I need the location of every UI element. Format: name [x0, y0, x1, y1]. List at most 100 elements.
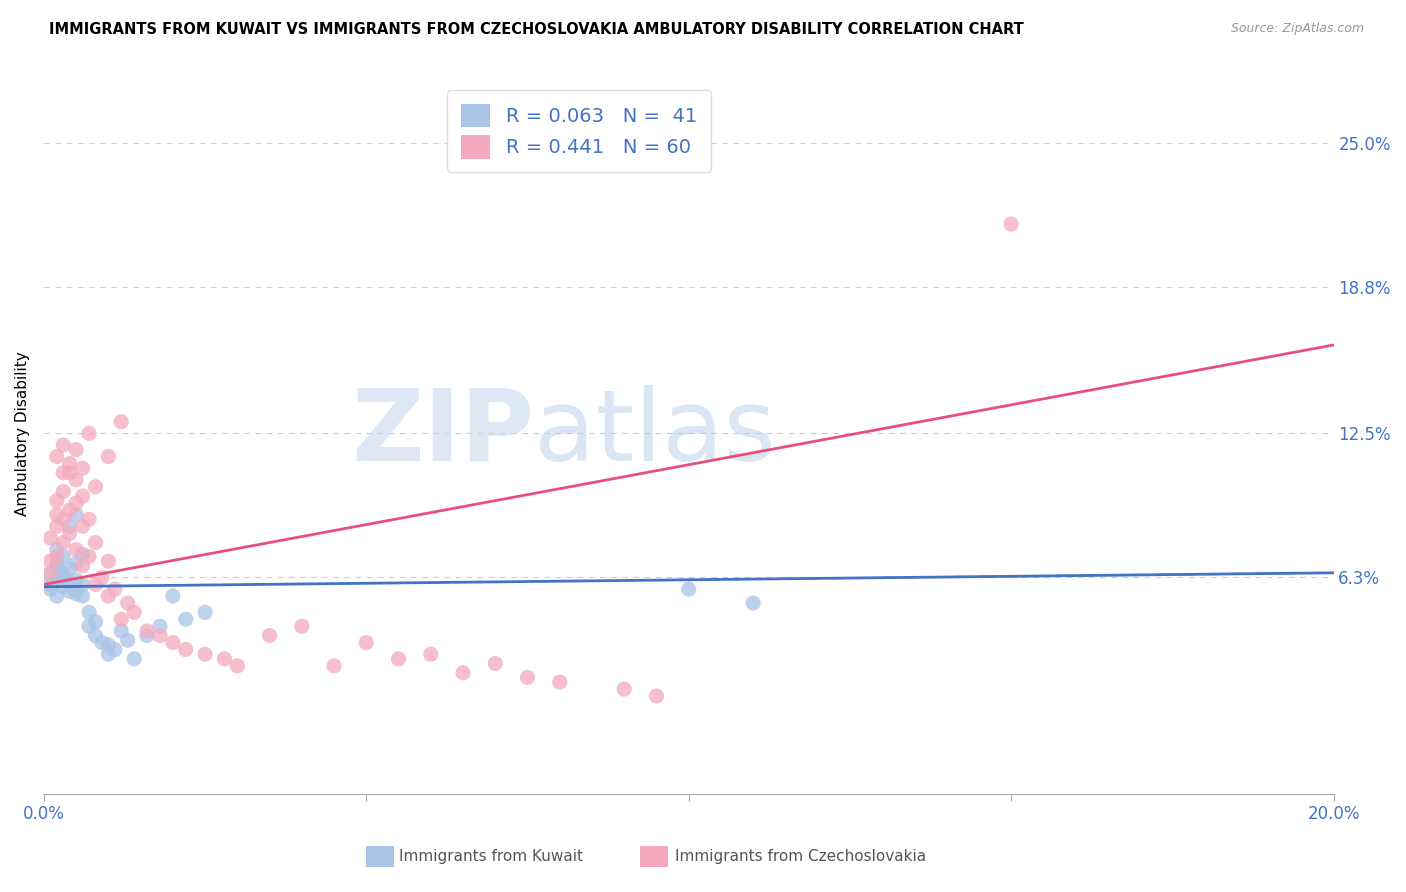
Point [136, 629, 159, 643]
Point [45, 493, 67, 508]
Point [104, 582, 127, 596]
Point [90, 635, 112, 649]
Point [484, 657, 506, 671]
Point [214, 652, 236, 666]
Point [65, 508, 87, 522]
Point [97, 589, 120, 603]
Point [65, 473, 87, 487]
Point [45, 549, 67, 564]
Point [65, 557, 87, 571]
Point [162, 589, 184, 603]
Point [65, 496, 87, 510]
Point [97, 647, 120, 661]
Point [52, 512, 75, 526]
Point [59, 503, 82, 517]
Point [77, 619, 100, 633]
Point [52, 549, 75, 564]
Point [136, 624, 159, 638]
Point [45, 450, 67, 464]
Point [323, 658, 346, 673]
Point [59, 575, 82, 590]
Point [52, 566, 75, 580]
Text: atlas: atlas [534, 384, 776, 482]
Point [97, 638, 120, 652]
Point [194, 605, 217, 619]
Point [613, 681, 636, 696]
Point [39, 554, 62, 568]
Point [149, 619, 172, 633]
Point [110, 624, 132, 638]
Text: IMMIGRANTS FROM KUWAIT VS IMMIGRANTS FROM CZECHOSLOVAKIA AMBULATORY DISABILITY C: IMMIGRANTS FROM KUWAIT VS IMMIGRANTS FRO… [49, 22, 1024, 37]
Point [52, 580, 75, 594]
Point [451, 665, 474, 680]
Point [72, 547, 94, 561]
Point [39, 577, 62, 591]
Point [419, 647, 441, 661]
Point [162, 635, 184, 649]
Text: ZIP: ZIP [352, 384, 534, 482]
Point [39, 568, 62, 582]
Point [45, 573, 67, 587]
Point [59, 584, 82, 599]
Point [59, 526, 82, 541]
Point [45, 554, 67, 568]
Point [174, 642, 197, 657]
Point [59, 519, 82, 533]
Point [77, 426, 100, 441]
Text: Immigrants from Czechoslovakia: Immigrants from Czechoslovakia [675, 849, 927, 863]
Point [45, 542, 67, 557]
Legend: R = 0.063   N =  41, R = 0.441   N = 60: R = 0.063 N = 41, R = 0.441 N = 60 [447, 90, 710, 172]
Point [45, 508, 67, 522]
Point [72, 558, 94, 573]
Point [84, 480, 107, 494]
Point [77, 605, 100, 619]
Point [59, 466, 82, 480]
Point [45, 519, 67, 533]
Point [548, 675, 571, 690]
Point [45, 558, 67, 573]
Point [45, 589, 67, 603]
Point [77, 512, 100, 526]
Point [742, 596, 765, 610]
Point [52, 535, 75, 549]
Point [117, 596, 139, 610]
Point [97, 450, 120, 464]
Point [65, 442, 87, 457]
Point [72, 461, 94, 475]
Point [52, 438, 75, 452]
Point [110, 415, 132, 429]
Point [117, 633, 139, 648]
Point [52, 466, 75, 480]
Point [291, 619, 314, 633]
Point [122, 605, 145, 619]
Point [678, 582, 700, 596]
Text: Immigrants from Kuwait: Immigrants from Kuwait [399, 849, 583, 863]
Point [110, 612, 132, 626]
Point [516, 670, 538, 684]
Point [65, 587, 87, 601]
Point [65, 573, 87, 587]
Point [226, 658, 249, 673]
Point [52, 570, 75, 584]
Point [72, 489, 94, 503]
Point [59, 457, 82, 471]
Point [77, 549, 100, 564]
Point [52, 484, 75, 499]
Point [84, 535, 107, 549]
Point [59, 561, 82, 575]
Point [84, 629, 107, 643]
Point [122, 652, 145, 666]
Point [84, 615, 107, 629]
Point [645, 689, 668, 703]
Point [97, 554, 120, 568]
Point [194, 647, 217, 661]
Point [174, 612, 197, 626]
Point [39, 531, 62, 545]
Point [104, 642, 127, 657]
Text: Source: ZipAtlas.com: Source: ZipAtlas.com [1230, 22, 1364, 36]
Point [356, 635, 378, 649]
Point [1000, 217, 1022, 231]
Point [72, 519, 94, 533]
Point [39, 566, 62, 580]
Point [84, 577, 107, 591]
